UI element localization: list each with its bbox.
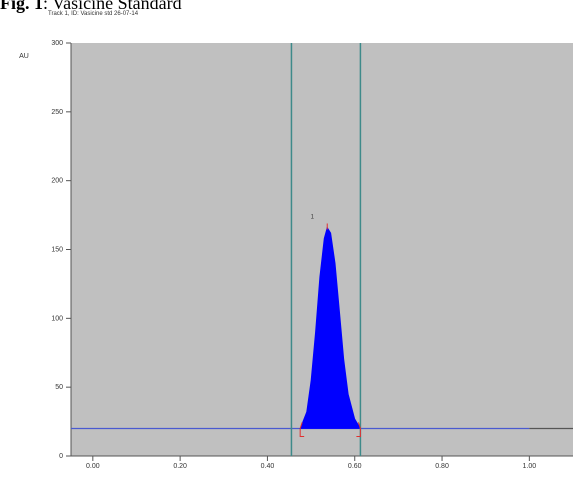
y-tick-label: 150 bbox=[51, 247, 63, 254]
peak-end-marker bbox=[356, 422, 361, 437]
x-tick-label: 1.00 bbox=[523, 463, 537, 470]
x-tick-label: 0.40 bbox=[261, 463, 275, 470]
peak-area bbox=[299, 226, 362, 430]
y-tick-label: 0 bbox=[59, 453, 63, 460]
y-tick-label: 200 bbox=[51, 178, 63, 185]
chart-title: Track 1, ID: Vasicine std 26-07-14 bbox=[48, 11, 139, 17]
figure-label: Fig. 1 bbox=[0, 0, 43, 13]
figure-caption: : Vasicine Standard bbox=[43, 0, 182, 13]
x-tick-label: 0.00 bbox=[86, 463, 100, 470]
y-tick-label: 50 bbox=[55, 384, 63, 391]
x-tick-label: 0.60 bbox=[348, 463, 362, 470]
y-tick-label: 250 bbox=[51, 109, 63, 116]
y-tick-label: 100 bbox=[51, 315, 63, 322]
y-axis-label: AU bbox=[19, 53, 29, 60]
x-tick-label: 0.20 bbox=[173, 463, 187, 470]
peak-label: 1 bbox=[311, 214, 315, 220]
x-tick-label: 0.80 bbox=[435, 463, 449, 470]
figure-heading: Fig. 1: Vasicine Standard bbox=[0, 0, 182, 14]
y-tick-label: 300 bbox=[51, 40, 63, 47]
peak-start-marker bbox=[299, 422, 305, 437]
